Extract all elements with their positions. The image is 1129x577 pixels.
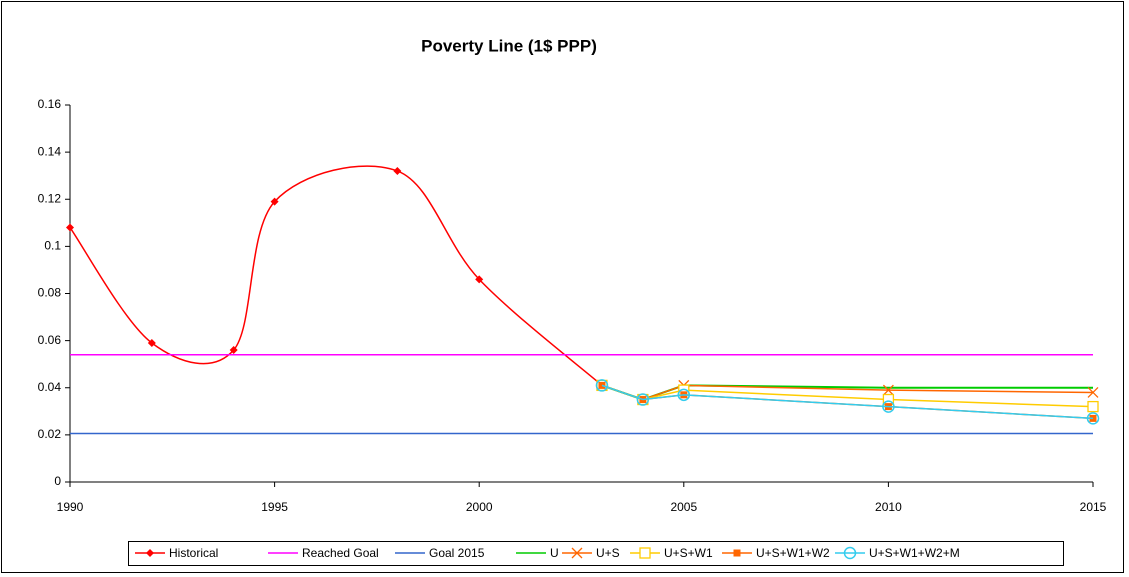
x-tick-label: 2010 xyxy=(875,500,902,514)
legend-marker xyxy=(843,546,857,560)
point xyxy=(595,379,609,392)
x-tick-label: 2000 xyxy=(466,500,493,514)
legend-label: U xyxy=(550,546,559,560)
y-tick-label: 0.1 xyxy=(44,239,61,253)
point xyxy=(677,388,691,402)
y-tick-label: 0.06 xyxy=(38,333,62,347)
legend-item: U+S+W1+W2+M xyxy=(835,546,960,560)
legend-item: Goal 2015 xyxy=(395,546,485,560)
y-tick-label: 0.16 xyxy=(38,97,62,111)
legend-item: U+S+W1+W2 xyxy=(722,546,830,560)
y-tick-label: 0.02 xyxy=(38,427,62,441)
legend-label: Goal 2015 xyxy=(429,546,485,560)
series-line xyxy=(601,384,1094,420)
point xyxy=(270,197,279,206)
x-tick-label: 1995 xyxy=(261,500,288,514)
point xyxy=(636,393,650,406)
legend-item: Reached Goal xyxy=(268,546,379,560)
legend-label: Historical xyxy=(169,546,218,560)
point xyxy=(147,338,156,347)
point xyxy=(475,275,484,284)
point xyxy=(393,166,402,175)
y-tick-label: 0 xyxy=(54,474,61,488)
legend-item: U+S+W1 xyxy=(630,546,713,560)
point xyxy=(1087,400,1099,413)
y-tick-label: 0.14 xyxy=(38,144,62,158)
legend-marker xyxy=(571,547,583,559)
legend-marker xyxy=(733,549,741,557)
legend-marker xyxy=(639,547,651,559)
legend-label: U+S+W1 xyxy=(664,546,713,560)
point xyxy=(882,384,894,396)
legend-item: U xyxy=(516,546,559,560)
legend-marker xyxy=(146,549,154,557)
legend-label: Reached Goal xyxy=(302,546,379,560)
x-tick-label: 2005 xyxy=(670,500,697,514)
y-tick-label: 0.04 xyxy=(38,380,62,394)
point xyxy=(1086,412,1100,425)
y-tick-label: 0.08 xyxy=(38,286,62,300)
legend-label: U+S+W1+W2 xyxy=(756,546,830,560)
point xyxy=(66,223,74,232)
x-tick-label: 1990 xyxy=(57,500,84,514)
legend-label: U+S xyxy=(596,546,620,560)
chart-title: Poverty Line (1$ PPP) xyxy=(421,36,597,55)
x-tick-label: 2015 xyxy=(1080,500,1107,514)
legend-label: U+S+W1+W2+M xyxy=(869,546,960,560)
point xyxy=(229,346,238,355)
legend-item: Historical xyxy=(135,546,218,560)
y-tick-label: 0.12 xyxy=(38,191,62,205)
legend-item: U+S xyxy=(562,546,620,560)
point xyxy=(1087,387,1099,398)
point xyxy=(882,400,895,413)
